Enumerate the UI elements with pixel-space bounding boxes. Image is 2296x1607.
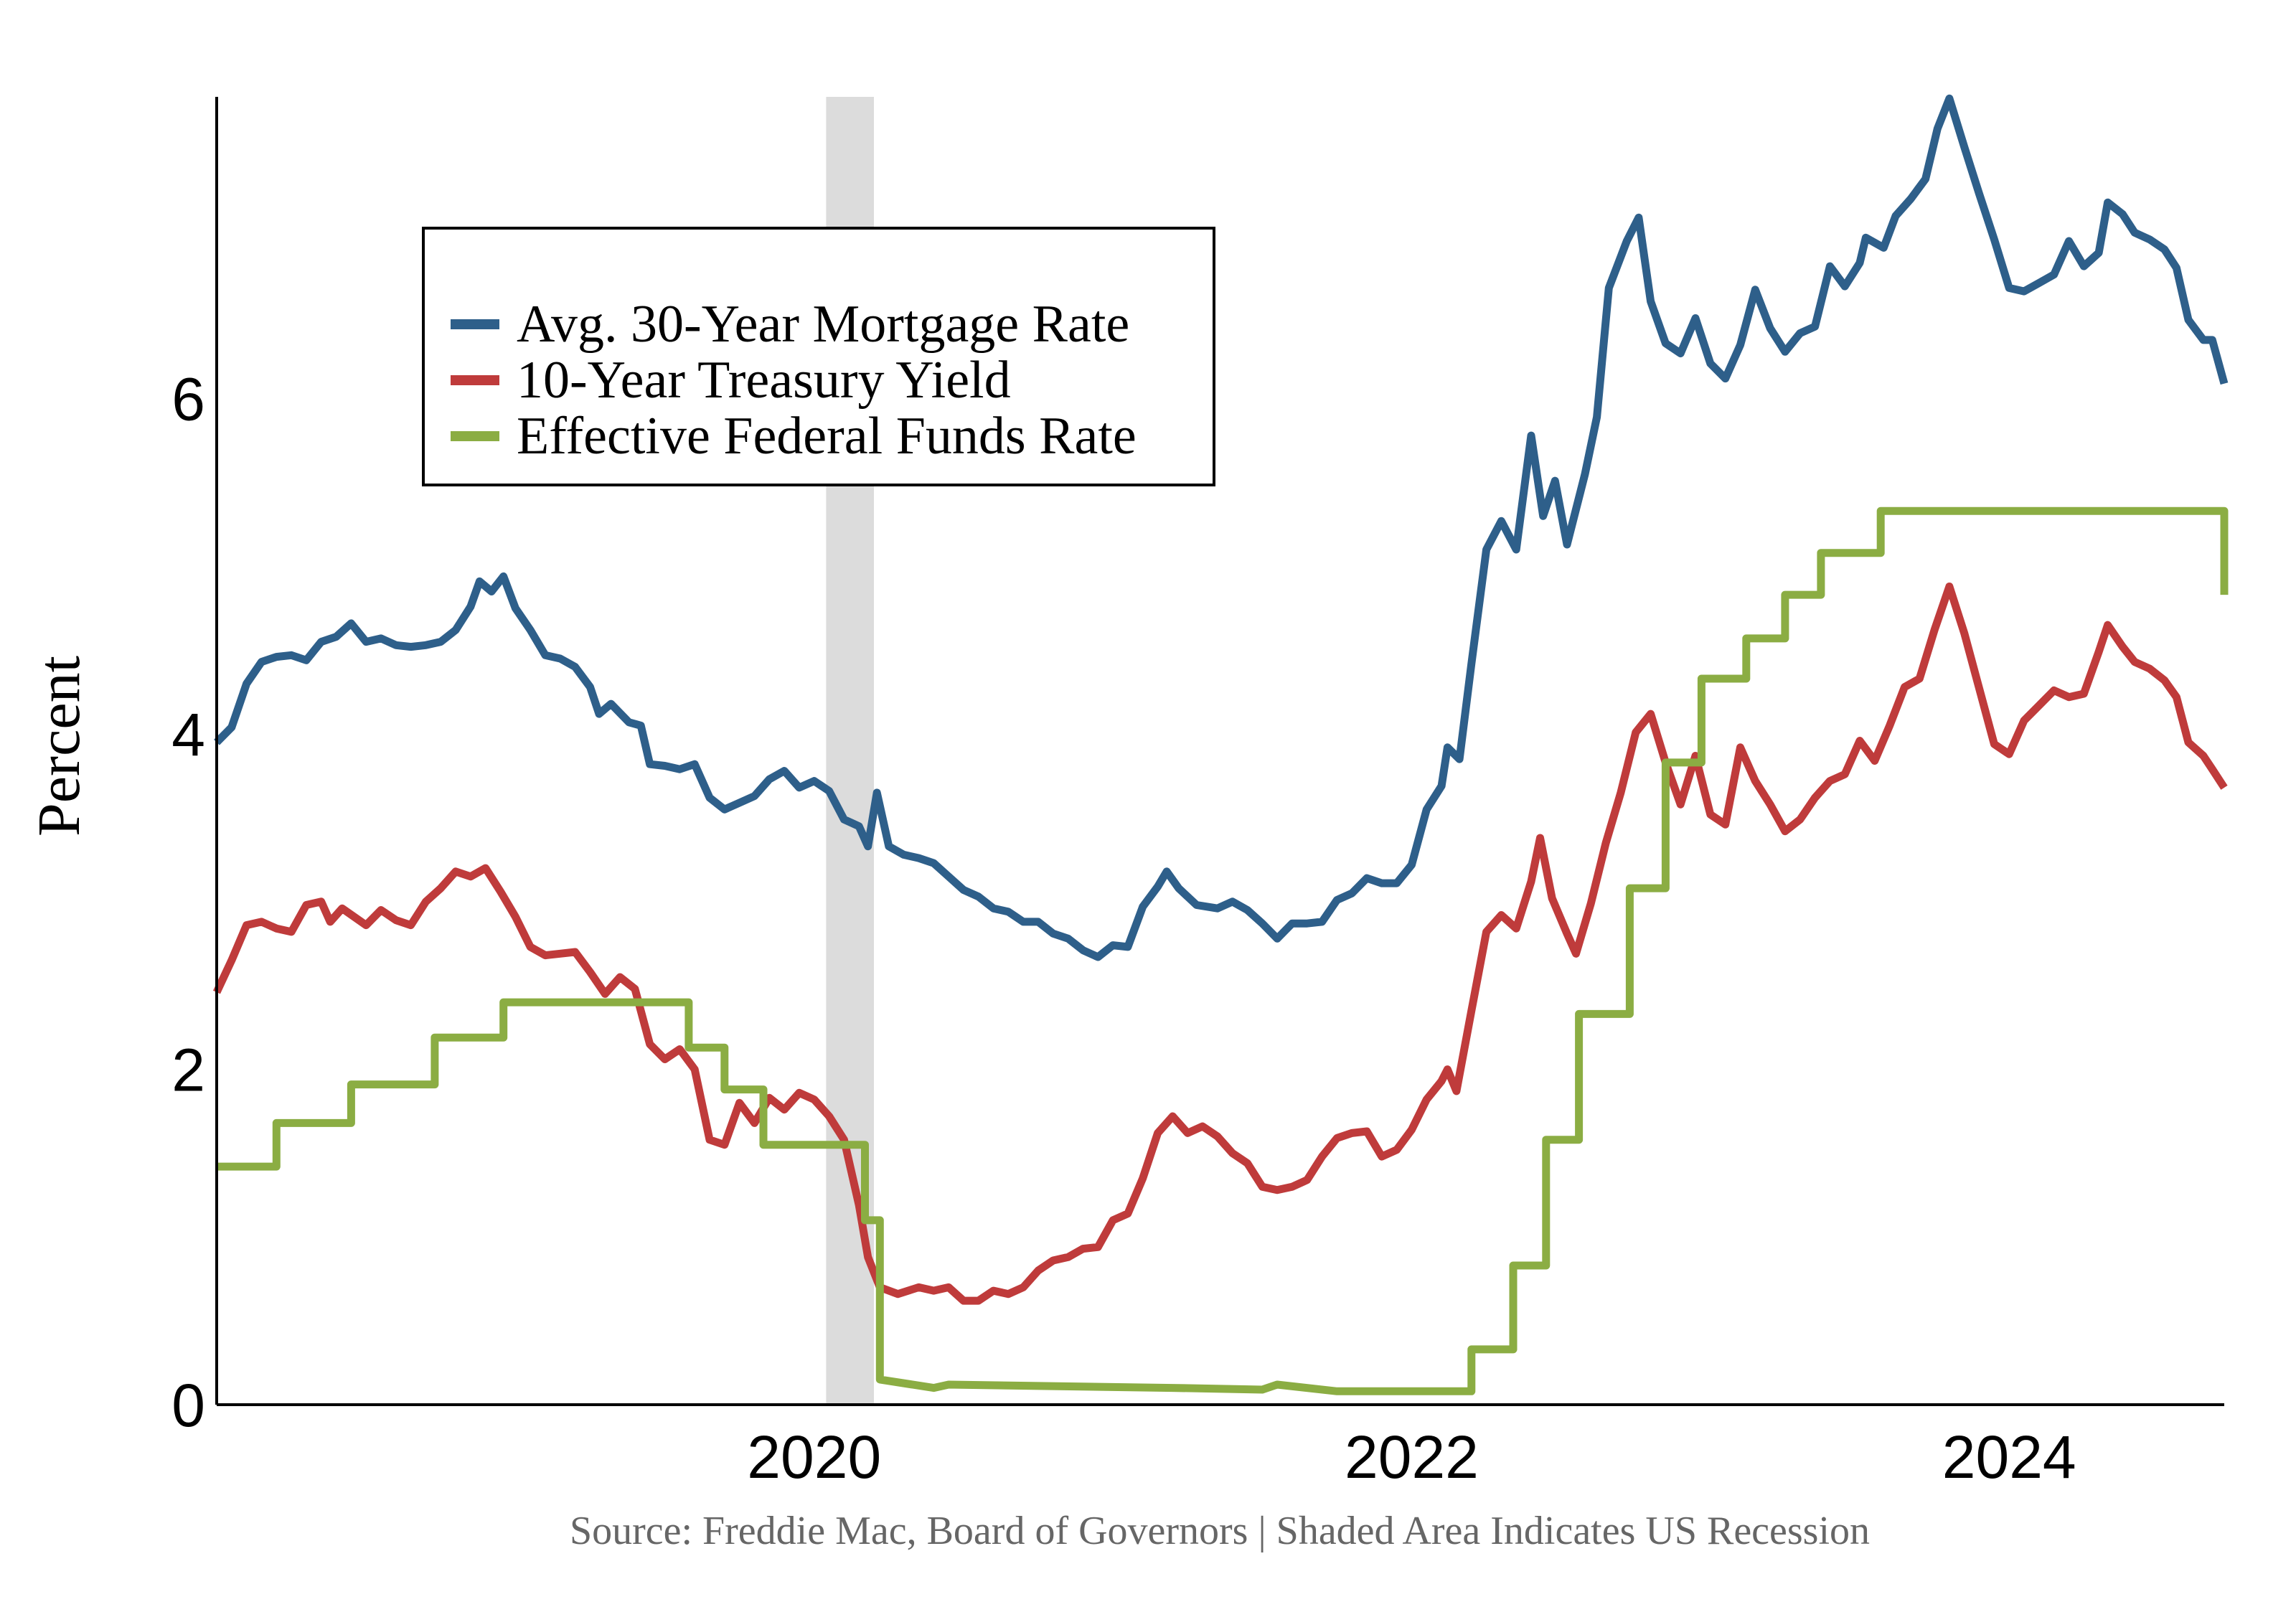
x-tick-label: 2024 (1942, 1423, 2076, 1491)
series-line-fedfunds (217, 506, 2229, 1395)
x-tick-label: 2020 (747, 1423, 881, 1491)
x-tick-layer: 2020 2022 2024 (747, 1423, 2076, 1491)
y-tick-label: 4 (171, 701, 205, 768)
y-tick-label: 0 (171, 1372, 205, 1439)
series-line-mortgage (214, 94, 2229, 961)
legend: Avg. 30-Year Mortgage Rate 10-Year Treas… (422, 227, 1215, 486)
y-tick-label: 6 (171, 366, 205, 433)
y-tick-layer: 0 2 4 6 (171, 366, 205, 1439)
x-tick-label: 2022 (1345, 1423, 1479, 1491)
legend-label-fedfunds: Effective Federal Funds Rate (517, 407, 1137, 466)
series-layer (213, 94, 2229, 1395)
legend-label-mortgage: Avg. 30-Year Mortgage Rate (517, 295, 1129, 354)
series-line-treasury (213, 583, 2228, 1305)
y-tick-label: 2 (171, 1037, 205, 1104)
y-axis-label: Percent (26, 656, 93, 837)
legend-label-treasury: 10-Year Treasury Yield (517, 351, 1011, 410)
legend-box (422, 227, 1215, 486)
source-note: Source: Freddie Mac, Board of Governors … (570, 1509, 1870, 1553)
